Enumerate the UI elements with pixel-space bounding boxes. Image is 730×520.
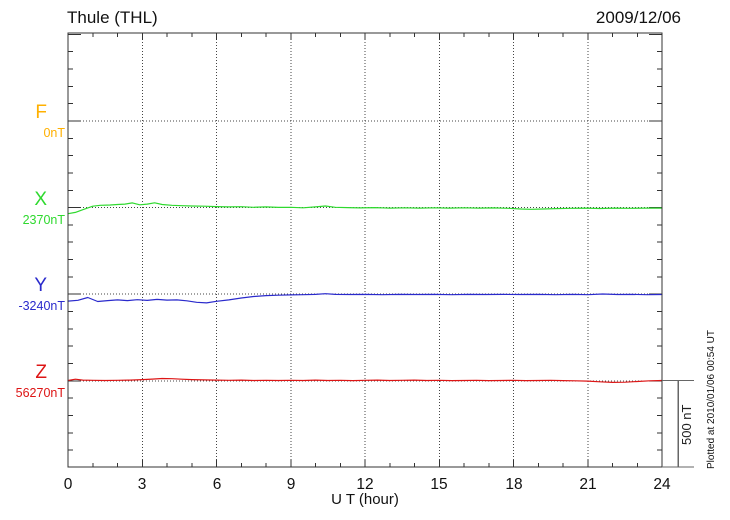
x-tick-label-0: 0 — [63, 476, 73, 493]
plotted-at-label: Plotted at 2010/01/06 00:54 UT — [706, 330, 717, 469]
x-tick-label-9: 9 — [286, 476, 296, 493]
x-tick-label-21: 21 — [579, 476, 597, 493]
series-y-baseline-value: -3240nT — [18, 299, 65, 313]
plot-frame — [67, 32, 663, 468]
x-tick-label-6: 6 — [212, 476, 222, 493]
series-y-letter: Y — [34, 275, 47, 296]
date-label: 2009/12/06 — [595, 8, 681, 27]
trace-X — [67, 202, 663, 215]
series-f-baseline-value: 0nT — [43, 126, 65, 140]
series-x-letter: X — [34, 189, 47, 210]
series-f-letter: F — [35, 102, 47, 123]
trace-Y — [67, 293, 663, 304]
series-x-baseline-value: 2370nT — [22, 213, 65, 227]
series-z-letter: Z — [35, 362, 47, 383]
x-tick-label-18: 18 — [505, 476, 523, 493]
x-axis-label: U T (hour) — [331, 491, 399, 508]
trace-Z — [67, 377, 663, 383]
scale-bar-label: 500 nT — [679, 404, 694, 446]
x-tick-label-12: 12 — [356, 476, 374, 493]
x-tick-label-24: 24 — [653, 476, 671, 493]
x-tick-label-15: 15 — [430, 476, 448, 493]
x-tick-label-3: 3 — [137, 476, 147, 493]
page-title: Thule (THL) — [67, 8, 158, 27]
series-z-baseline-value: 56270nT — [15, 386, 65, 400]
